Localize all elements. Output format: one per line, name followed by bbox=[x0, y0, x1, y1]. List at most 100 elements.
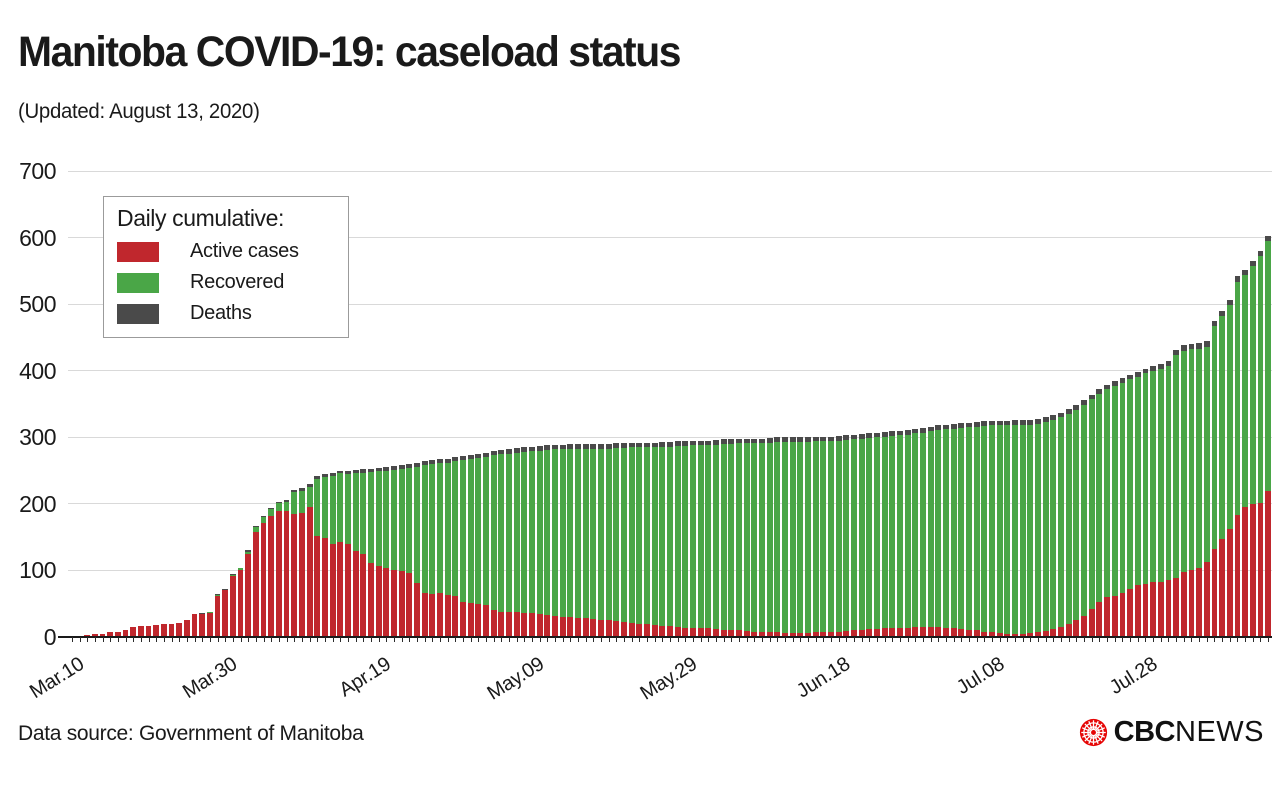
bar-segment-active-cases bbox=[544, 615, 551, 637]
bar-segment-active-cases bbox=[636, 623, 643, 637]
bar-segment-recovered bbox=[1065, 414, 1072, 624]
bar-segment-recovered bbox=[582, 448, 589, 619]
bar-stack bbox=[1042, 417, 1049, 637]
bar-segment-recovered bbox=[490, 455, 497, 610]
bar-stack bbox=[598, 443, 604, 637]
bar-segment-deaths bbox=[298, 487, 305, 491]
bar-stack bbox=[559, 444, 566, 637]
bar-segment-active-cases bbox=[1004, 633, 1011, 637]
x-axis-tick bbox=[347, 637, 349, 642]
bar-segment-deaths bbox=[1226, 299, 1233, 305]
bar-segment-deaths bbox=[413, 462, 420, 467]
bar-segment-deaths bbox=[835, 435, 842, 441]
bar-segment-active-cases bbox=[191, 613, 198, 637]
bar-segment-recovered bbox=[851, 439, 857, 631]
bar-stack bbox=[222, 589, 229, 637]
bar-segment-deaths bbox=[759, 438, 765, 444]
bar-segment-active-cases bbox=[835, 631, 842, 637]
bar-segment-deaths bbox=[697, 440, 704, 446]
x-axis-tick bbox=[562, 637, 564, 642]
x-axis-tick bbox=[646, 637, 648, 642]
bar-segment-recovered bbox=[1035, 423, 1042, 633]
bar-segment-deaths bbox=[736, 438, 742, 444]
bar-segment-active-cases bbox=[782, 633, 788, 637]
x-axis-tick bbox=[416, 637, 418, 642]
bar-segment-deaths bbox=[851, 434, 857, 440]
bar-segment-active-cases bbox=[843, 631, 850, 637]
bar-segment-recovered bbox=[636, 447, 643, 624]
bar-segment-deaths bbox=[199, 613, 206, 614]
bar-segment-recovered bbox=[498, 453, 505, 612]
x-axis-tick bbox=[225, 637, 227, 642]
bar-segment-deaths bbox=[782, 437, 788, 442]
bar-stack bbox=[452, 457, 459, 637]
x-axis-tick bbox=[946, 637, 948, 642]
bar-segment-recovered bbox=[751, 443, 758, 632]
bar-stack bbox=[966, 422, 973, 637]
x-axis-tick bbox=[731, 637, 733, 642]
bar-stack bbox=[429, 459, 436, 637]
x-axis-tick bbox=[554, 637, 556, 642]
bar-segment-active-cases bbox=[413, 583, 420, 637]
bar-stack bbox=[1035, 419, 1042, 637]
bar-segment-recovered bbox=[590, 448, 597, 620]
bar-segment-recovered bbox=[1073, 410, 1080, 620]
x-axis-tick bbox=[447, 637, 449, 642]
bar-segment-active-cases bbox=[1127, 589, 1134, 637]
bar-segment-active-cases bbox=[621, 622, 627, 637]
bar-segment-deaths bbox=[659, 441, 666, 447]
bar-segment-recovered bbox=[1180, 350, 1187, 572]
gridline-600 bbox=[68, 237, 1272, 239]
x-axis-tick bbox=[117, 637, 119, 642]
bar-segment-deaths bbox=[1127, 374, 1134, 380]
bar-stack bbox=[383, 467, 390, 637]
x-axis-tick bbox=[577, 637, 579, 642]
bar-stack bbox=[1004, 420, 1011, 637]
bar-stack bbox=[927, 426, 934, 637]
x-axis-tick bbox=[1107, 637, 1109, 642]
x-axis-tick bbox=[1252, 637, 1254, 642]
bar-segment-recovered bbox=[782, 441, 788, 634]
x-axis-tick bbox=[570, 637, 572, 642]
bar-segment-deaths bbox=[1096, 389, 1103, 395]
bar-stack bbox=[567, 443, 574, 637]
bar-segment-recovered bbox=[644, 447, 650, 625]
bar-segment-deaths bbox=[651, 442, 658, 448]
bar-segment-active-cases bbox=[1265, 490, 1272, 637]
bar-segment-active-cases bbox=[575, 617, 581, 637]
bar-segment-active-cases bbox=[383, 567, 390, 637]
bar-segment-recovered bbox=[889, 435, 896, 629]
bar-segment-deaths bbox=[506, 449, 512, 454]
bar-segment-active-cases bbox=[344, 544, 351, 637]
bar-segment-recovered bbox=[858, 438, 865, 630]
x-axis-tick bbox=[1260, 637, 1262, 642]
legend-label-recovered: Recovered bbox=[190, 271, 285, 293]
bar-segment-deaths bbox=[866, 433, 873, 438]
bar-segment-recovered bbox=[214, 595, 221, 596]
bar-segment-recovered bbox=[674, 445, 681, 628]
bar-stack bbox=[1226, 299, 1233, 637]
bar-stack bbox=[498, 449, 505, 637]
bar-segment-deaths bbox=[935, 425, 942, 430]
bar-segment-active-cases bbox=[1012, 633, 1019, 637]
x-axis-tick bbox=[930, 637, 932, 642]
x-axis-tick bbox=[1229, 637, 1231, 642]
x-axis-tick bbox=[662, 637, 664, 642]
bar-segment-deaths bbox=[206, 611, 213, 613]
bar-stack bbox=[406, 463, 413, 637]
x-axis-tick bbox=[815, 637, 817, 642]
bar-segment-active-cases bbox=[743, 631, 750, 637]
bar-stack bbox=[482, 452, 489, 637]
bar-segment-recovered bbox=[628, 447, 635, 624]
x-axis-tick bbox=[462, 637, 464, 642]
bar-segment-deaths bbox=[1211, 320, 1218, 327]
bar-segment-recovered bbox=[766, 442, 773, 633]
x-axis-tick bbox=[1030, 637, 1032, 642]
bar-segment-deaths bbox=[605, 443, 612, 449]
bar-segment-recovered bbox=[413, 466, 420, 584]
bar-segment-recovered bbox=[559, 449, 566, 618]
bar-stack bbox=[943, 424, 949, 637]
bar-segment-recovered bbox=[252, 527, 259, 532]
bar-segment-deaths bbox=[981, 421, 988, 426]
